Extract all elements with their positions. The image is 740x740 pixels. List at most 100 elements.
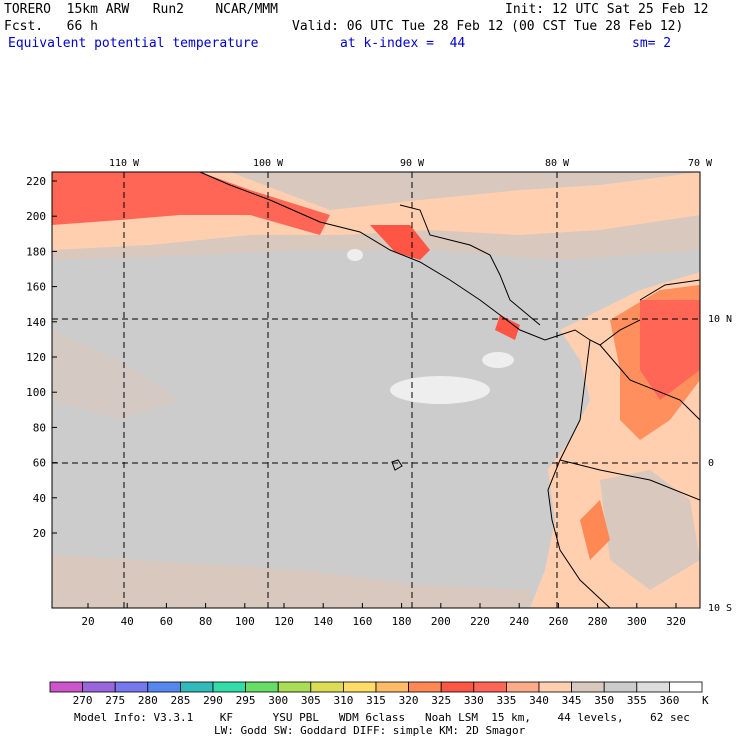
galapagos-islands (391, 459, 403, 471)
colorbar-swatch (473, 681, 507, 693)
colorbar-level-label: 345 (562, 694, 582, 706)
bottom-tick-label: 160 (352, 615, 372, 628)
left-tick-label: 220 (26, 175, 46, 188)
colorbar-level-label: 325 (431, 694, 451, 706)
lon-label-110w: 110 W (109, 158, 140, 169)
colorbar-swatch (538, 681, 572, 693)
equivalent-potential-temperature-map: 110 W 100 W 90 W 80 W 70 W 10 N 0 10 S 2… (26, 158, 732, 628)
model-info-line-1: Model Info: V3.3.1 KF YSU PBL WDM 6class… (74, 711, 690, 724)
colorbar-level-label: 290 (203, 694, 223, 706)
caribbean-coast-sa (639, 279, 700, 301)
colorbar-swatch (49, 681, 83, 693)
bottom-tick-label: 200 (431, 615, 451, 628)
colorbar-level-label: 340 (529, 694, 549, 706)
colorbar-labels: 270 275 280 285 290 295 300 305 310 315 320 325 330 3… (73, 694, 680, 706)
white-patch-ocean (390, 376, 490, 404)
nw-red-region (52, 172, 330, 235)
colorbar-swatch (408, 681, 442, 693)
white-patch-north (347, 249, 363, 261)
colorbar-level-label: 320 (399, 694, 419, 706)
left-axis-ticks: 220 200 180 160 140 120 100 80 60 40 20 (26, 175, 57, 540)
left-tick-label: 120 (26, 351, 46, 364)
colorbar-swatch (82, 681, 116, 693)
bottom-tick-label: 180 (392, 615, 412, 628)
colorbar-swatch (636, 681, 670, 693)
colorbar-level-label: 305 (301, 694, 321, 706)
colorbar-level-label: 300 (268, 694, 288, 706)
field-name: Equivalent potential temperature (8, 36, 259, 51)
colorbar-swatch (375, 681, 409, 693)
colorbar-level-label: 360 (659, 694, 679, 706)
western-tan-patch (52, 330, 180, 420)
bottom-axis-ticks: 20 40 60 80 100 120 140 160 180 200 220 240 260 280 30… (81, 603, 686, 628)
colorbar-swatch (310, 681, 344, 693)
left-tick-label: 140 (26, 316, 46, 329)
colorbar-boxes (49, 681, 703, 693)
bottom-tick-label: 320 (666, 615, 686, 628)
bottom-tick-label: 80 (199, 615, 212, 628)
bottom-tick-label: 120 (274, 615, 294, 628)
bottom-tick-label: 60 (160, 615, 173, 628)
colorbar-level-label: 295 (236, 694, 256, 706)
peru-orange (580, 500, 610, 560)
lon-label-70w: 70 W (688, 158, 713, 169)
lon-label-100w: 100 W (253, 158, 284, 169)
lat-label-10n: 10 N (708, 314, 732, 325)
left-tick-label: 60 (33, 457, 46, 470)
colorbar-swatch (179, 681, 214, 693)
map-frame (51, 171, 701, 609)
left-tick-label: 80 (33, 421, 46, 434)
peru-tan (600, 470, 700, 590)
colorbar-swatch (440, 681, 475, 693)
smoothing-label: sm= 2 (632, 36, 672, 51)
level-label: at k-index = 44 (340, 36, 466, 51)
colorbar-level-label: 330 (464, 694, 484, 706)
central-america-caribbean-coast (399, 204, 541, 326)
init-time: Init: 12 UTC Sat 25 Feb 12 (505, 2, 709, 17)
model-info-line-2: LW: Godd SW: Goddard DIFF: simple KM: 2D… (214, 724, 526, 737)
forecast-hour: Fcst. 66 h (4, 19, 98, 34)
valid-time: Valid: 06 UTC Tue 28 Feb 12 (00 CST Tue … (292, 19, 684, 34)
left-tick-label: 180 (26, 245, 46, 258)
colorbar-level-label: 355 (627, 694, 647, 706)
bottom-tick-label: 240 (509, 615, 529, 628)
colorbar: 270 275 280 285 290 295 300 305 310 315 320 325 330 3… (49, 681, 709, 706)
lat-label-10s: 10 S (708, 603, 732, 614)
central-america-red-1 (370, 225, 430, 260)
colorbar-swatch (114, 681, 149, 693)
colorbar-level-label: 270 (73, 694, 93, 706)
colorbar-swatch (603, 681, 638, 693)
lat-lon-grid (52, 172, 700, 608)
left-tick-label: 20 (33, 527, 46, 540)
title-line-1-left: TORERO 15km ARW Run2 NCAR/MMM (4, 2, 278, 17)
colorbar-swatch (505, 681, 540, 693)
colorbar-level-label: 310 (333, 694, 353, 706)
bottom-tick-label: 260 (548, 615, 568, 628)
colorbar-level-label: 275 (105, 694, 125, 706)
colorbar-swatch (277, 681, 312, 693)
colorbar-swatch (212, 681, 246, 693)
lat-label-0: 0 (708, 458, 714, 469)
left-tick-label: 40 (33, 492, 46, 505)
colorbar-swatch (669, 681, 703, 693)
colorbar-unit: K (702, 694, 709, 706)
border-ecuador-peru (559, 459, 700, 501)
southern-tan-band (52, 555, 530, 608)
bottom-tick-label: 300 (627, 615, 647, 628)
lon-label-90w: 90 W (400, 158, 425, 169)
colorbar-swatch (571, 681, 605, 693)
left-tick-label: 200 (26, 210, 46, 223)
bottom-tick-label: 20 (81, 615, 94, 628)
central-america-pacific-coast (199, 172, 641, 346)
south-america-west-coast (547, 339, 611, 608)
colombia-red (640, 300, 700, 400)
lon-label-80w: 80 W (545, 158, 570, 169)
bottom-tick-label: 140 (313, 615, 333, 628)
costa-rica-red (495, 315, 520, 340)
border-colombia-ecuador (599, 344, 700, 421)
colorbar-level-label: 280 (138, 694, 158, 706)
left-tick-label: 160 (26, 281, 46, 294)
bottom-tick-label: 220 (470, 615, 490, 628)
colorbar-level-label: 350 (594, 694, 614, 706)
left-tick-label: 100 (26, 386, 46, 399)
